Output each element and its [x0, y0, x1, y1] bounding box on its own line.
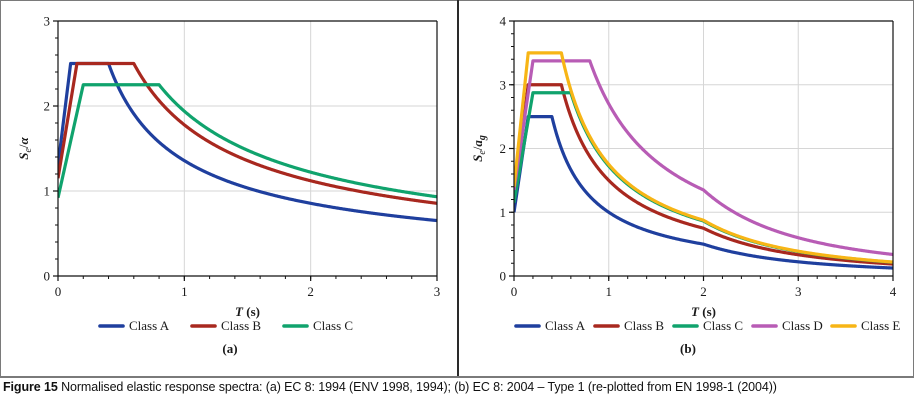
series-group: [58, 61, 438, 223]
y-tick-label: 2: [44, 99, 51, 114]
gridlines: [514, 21, 893, 276]
x-tick-label: 2: [307, 284, 314, 299]
y-tick-label: 0: [44, 269, 51, 284]
legend-item: Class C: [282, 318, 353, 333]
legend: Class A Class B Class C: [98, 318, 353, 333]
legend-item: Class B: [593, 318, 664, 333]
legend-label: Class A: [129, 318, 170, 333]
x-tick-label: 0: [511, 284, 518, 299]
figure-caption-label: Figure 15: [3, 380, 58, 394]
legend-label: Class B: [624, 318, 664, 333]
x-tick-label: 3: [795, 284, 802, 299]
legend-item: Class B: [190, 318, 261, 333]
y-tick-label: 3: [44, 14, 51, 29]
y-tick-label: 2: [500, 141, 507, 156]
series-line-class-b: [514, 83, 894, 266]
y-tick-label: 4: [500, 14, 507, 29]
chart-a: 0 1 2 3 0 1 2 3 T (s) Se/α Class A Class B Class C (a…: [16, 14, 441, 357]
legend-item: Class A: [514, 318, 586, 333]
x-axis-title: T (s): [691, 304, 716, 319]
y-tick-label: 1: [44, 184, 51, 199]
x-tick-label: 3: [434, 284, 441, 299]
x-tick-label: 4: [890, 284, 897, 299]
legend-item: Class C: [672, 318, 743, 333]
x-tick-label: 1: [606, 284, 613, 299]
legend-label: Class A: [545, 318, 586, 333]
legend-label: Class C: [703, 318, 743, 333]
legend-label: Class C: [313, 318, 353, 333]
series-line-class-e: [514, 51, 894, 264]
series-line-class-c: [58, 83, 438, 199]
y-axis-title: Se/ag: [470, 135, 488, 162]
panel-divider: [457, 0, 459, 376]
y-axis-title: Se/α: [16, 136, 34, 159]
series-line-class-d: [514, 59, 894, 257]
y-tick-label: 1: [500, 205, 507, 220]
figure-caption-text: Normalised elastic response spectra: (a)…: [61, 380, 777, 394]
y-tick-label: 3: [500, 77, 507, 92]
panel-label: (b): [680, 341, 696, 356]
x-tick-label: 2: [700, 284, 707, 299]
legend: Class A Class B Class C Class D Class E: [514, 318, 900, 333]
legend-label: Class D: [782, 318, 823, 333]
panel-label: (a): [222, 341, 237, 356]
axes: [53, 20, 438, 281]
figure-caption: Figure 15 Normalised elastic response sp…: [3, 380, 777, 394]
series-line-class-a: [58, 61, 438, 223]
legend-item: Class D: [751, 318, 823, 333]
gridlines: [58, 21, 437, 276]
legend-item: Class A: [98, 318, 170, 333]
legend-label: Class B: [221, 318, 261, 333]
y-tick-label: 0: [500, 269, 507, 284]
legend-item: Class E: [830, 318, 900, 333]
axes: [509, 20, 894, 281]
series-group: [514, 51, 894, 270]
x-tick-label: 0: [55, 284, 62, 299]
legend-label: Class E: [861, 318, 900, 333]
x-tick-label: 1: [181, 284, 188, 299]
x-axis-title: T (s): [235, 304, 260, 319]
series-line-class-b: [58, 61, 438, 205]
series-line-class-a: [514, 115, 894, 270]
